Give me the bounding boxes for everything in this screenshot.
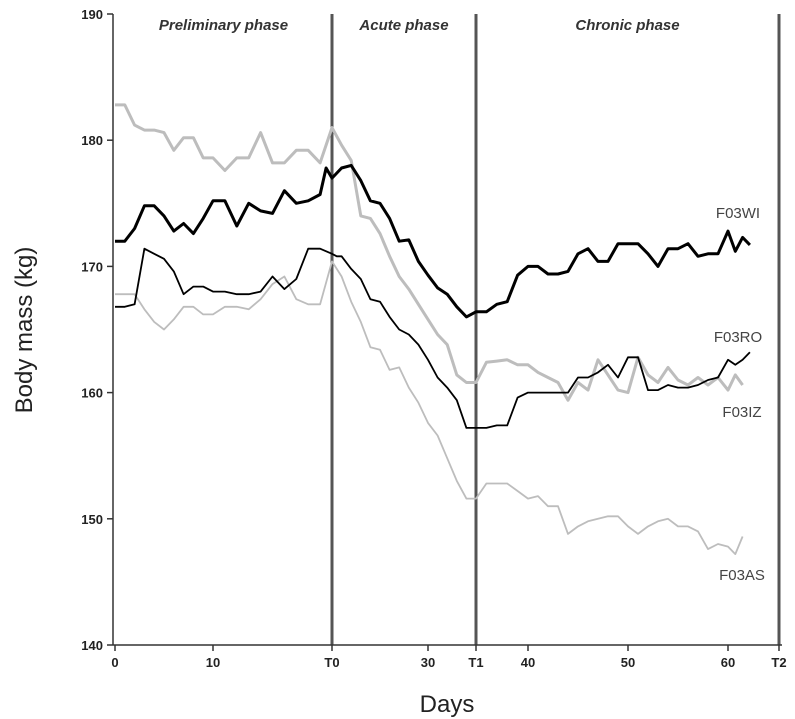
- phase-label: Chronic phase: [575, 17, 679, 34]
- series-label-f03ro: F03RO: [714, 329, 762, 346]
- series-line-f03iz: [115, 247, 751, 429]
- series-label-f03wi: F03WI: [716, 205, 760, 222]
- x-tick-label: T0: [324, 655, 339, 670]
- y-axis-title: Body mass (kg): [11, 247, 38, 414]
- x-tick-label: 30: [421, 655, 435, 670]
- x-axis-title: Days: [420, 691, 475, 718]
- series-line-f03ro: [115, 103, 744, 402]
- series-line-f03wi: [115, 163, 751, 319]
- y-tick-label: 180: [81, 133, 103, 148]
- x-tick-label: 10: [206, 655, 220, 670]
- phase-labels: Preliminary phase Acute phase Chronic phas…: [159, 17, 680, 34]
- y-tick-label: 140: [81, 638, 103, 653]
- y-tick-label: 170: [81, 259, 103, 274]
- y-tick-label: 190: [81, 7, 103, 22]
- phase-lines: [330, 14, 781, 645]
- series-label-f03iz: F03IZ: [722, 404, 761, 421]
- x-tick-label: 50: [621, 655, 635, 670]
- axes: [112, 14, 782, 646]
- series-layer: [115, 103, 751, 555]
- x-tick-label: 60: [721, 655, 735, 670]
- series-labels: F03WI F03RO F03IZ F03AS: [714, 205, 765, 584]
- y-tick-label: 150: [81, 512, 103, 527]
- y-tick-label: 160: [81, 386, 103, 401]
- x-tick-label: 0: [111, 655, 118, 670]
- y-ticks: 140 150 160 170 180 190: [81, 7, 113, 653]
- phase-label: Preliminary phase: [159, 17, 288, 34]
- series-line-f03as: [115, 260, 744, 555]
- phase-label: Acute phase: [358, 17, 448, 34]
- x-ticks: 0 10 T0 30 T1 40 50 60 T2: [111, 645, 787, 670]
- x-tick-label: T1: [468, 655, 483, 670]
- x-tick-label: 40: [521, 655, 535, 670]
- series-label-f03as: F03AS: [719, 567, 765, 584]
- x-tick-label: T2: [771, 655, 786, 670]
